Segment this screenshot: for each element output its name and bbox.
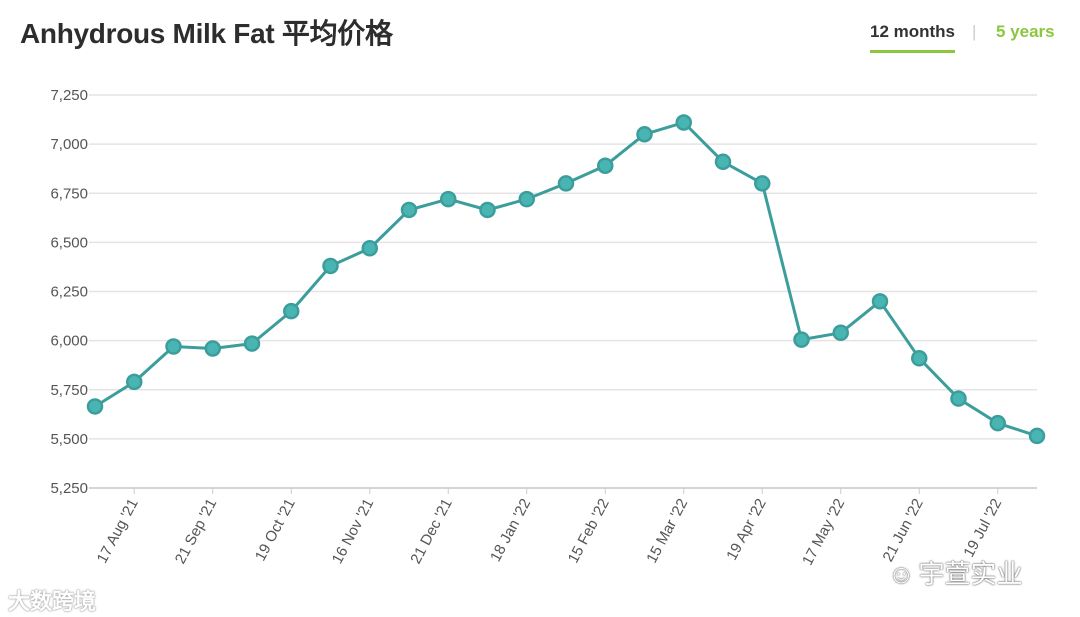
tab-separator: | <box>972 22 977 41</box>
x-tick-label: 15 Feb '22 <box>565 496 613 566</box>
data-point[interactable] <box>204 340 221 357</box>
range-tabs: 12 months | 5 years <box>868 22 1058 58</box>
x-tick-label: 19 Apr '22 <box>723 496 770 563</box>
x-tick-label: 17 Aug '21 <box>94 496 142 566</box>
data-point[interactable] <box>871 293 889 310</box>
data-point[interactable] <box>557 175 575 192</box>
data-point[interactable] <box>518 190 535 208</box>
x-tick-label: 18 Jan '22 <box>487 496 534 565</box>
data-point[interactable] <box>675 114 692 131</box>
y-tick-label: 6,500 <box>50 234 88 251</box>
y-tick-label: 7,000 <box>50 136 88 153</box>
data-point[interactable] <box>636 126 653 143</box>
data-point[interactable] <box>1028 427 1046 445</box>
watermark-right: ☺ 宇萱实业 <box>888 559 1023 589</box>
x-tick-label: 21 Dec '21 <box>407 496 455 567</box>
tab-5-years[interactable]: 5 years <box>996 22 1055 41</box>
data-point[interactable] <box>989 414 1006 432</box>
data-point[interactable] <box>950 390 967 407</box>
y-tick-label: 6,250 <box>50 284 88 301</box>
data-point[interactable] <box>714 153 732 171</box>
series-line <box>94 121 1038 438</box>
data-point[interactable] <box>86 398 104 415</box>
x-tick-label: 15 Mar '22 <box>643 496 691 566</box>
data-point[interactable] <box>283 302 300 320</box>
y-tick-label: 6,750 <box>50 185 88 202</box>
data-point[interactable] <box>754 175 771 192</box>
tab-12-months[interactable]: 12 months <box>870 22 956 53</box>
data-point[interactable] <box>832 324 849 342</box>
x-tick-label: 17 May '22 <box>799 496 848 568</box>
wechat-icon: ☺ <box>888 559 915 589</box>
y-tick-label: 7,250 <box>50 87 88 104</box>
y-tick-label: 6,000 <box>50 333 88 350</box>
data-point[interactable] <box>440 190 457 208</box>
data-point[interactable] <box>400 201 418 219</box>
data-point[interactable] <box>322 257 339 275</box>
grid-lines <box>89 94 1037 489</box>
x-tick-label: 16 Nov '21 <box>329 496 377 567</box>
data-point[interactable] <box>597 157 614 174</box>
data-point[interactable] <box>793 331 810 348</box>
x-tick-label: 19 Oct '21 <box>252 496 299 564</box>
watermark-left: 大数跨境 <box>8 589 97 614</box>
price-series <box>86 114 1046 445</box>
data-point[interactable] <box>126 373 143 391</box>
y-axis-ticks: 7,250 7,000 6,750 6,500 6,250 6,000 5,750 5,500… <box>50 87 88 497</box>
x-axis-ticks: 17 Aug '21 21 Sep '21 19 Oct '21 16 Nov '21… <box>94 488 1005 568</box>
y-tick-label: 5,750 <box>50 382 88 399</box>
y-tick-label: 5,500 <box>50 431 88 448</box>
x-tick-label: 21 Sep '21 <box>172 496 220 567</box>
x-tick-label: 19 Jul '22 <box>960 496 1005 560</box>
chart-title: Anhydrous Milk Fat 平均价格 <box>20 18 393 49</box>
data-point[interactable] <box>911 350 928 367</box>
data-point[interactable] <box>361 240 378 257</box>
data-point[interactable] <box>243 335 261 352</box>
y-tick-label: 5,250 <box>50 480 88 497</box>
data-point[interactable] <box>165 338 182 355</box>
data-point[interactable] <box>479 201 496 219</box>
